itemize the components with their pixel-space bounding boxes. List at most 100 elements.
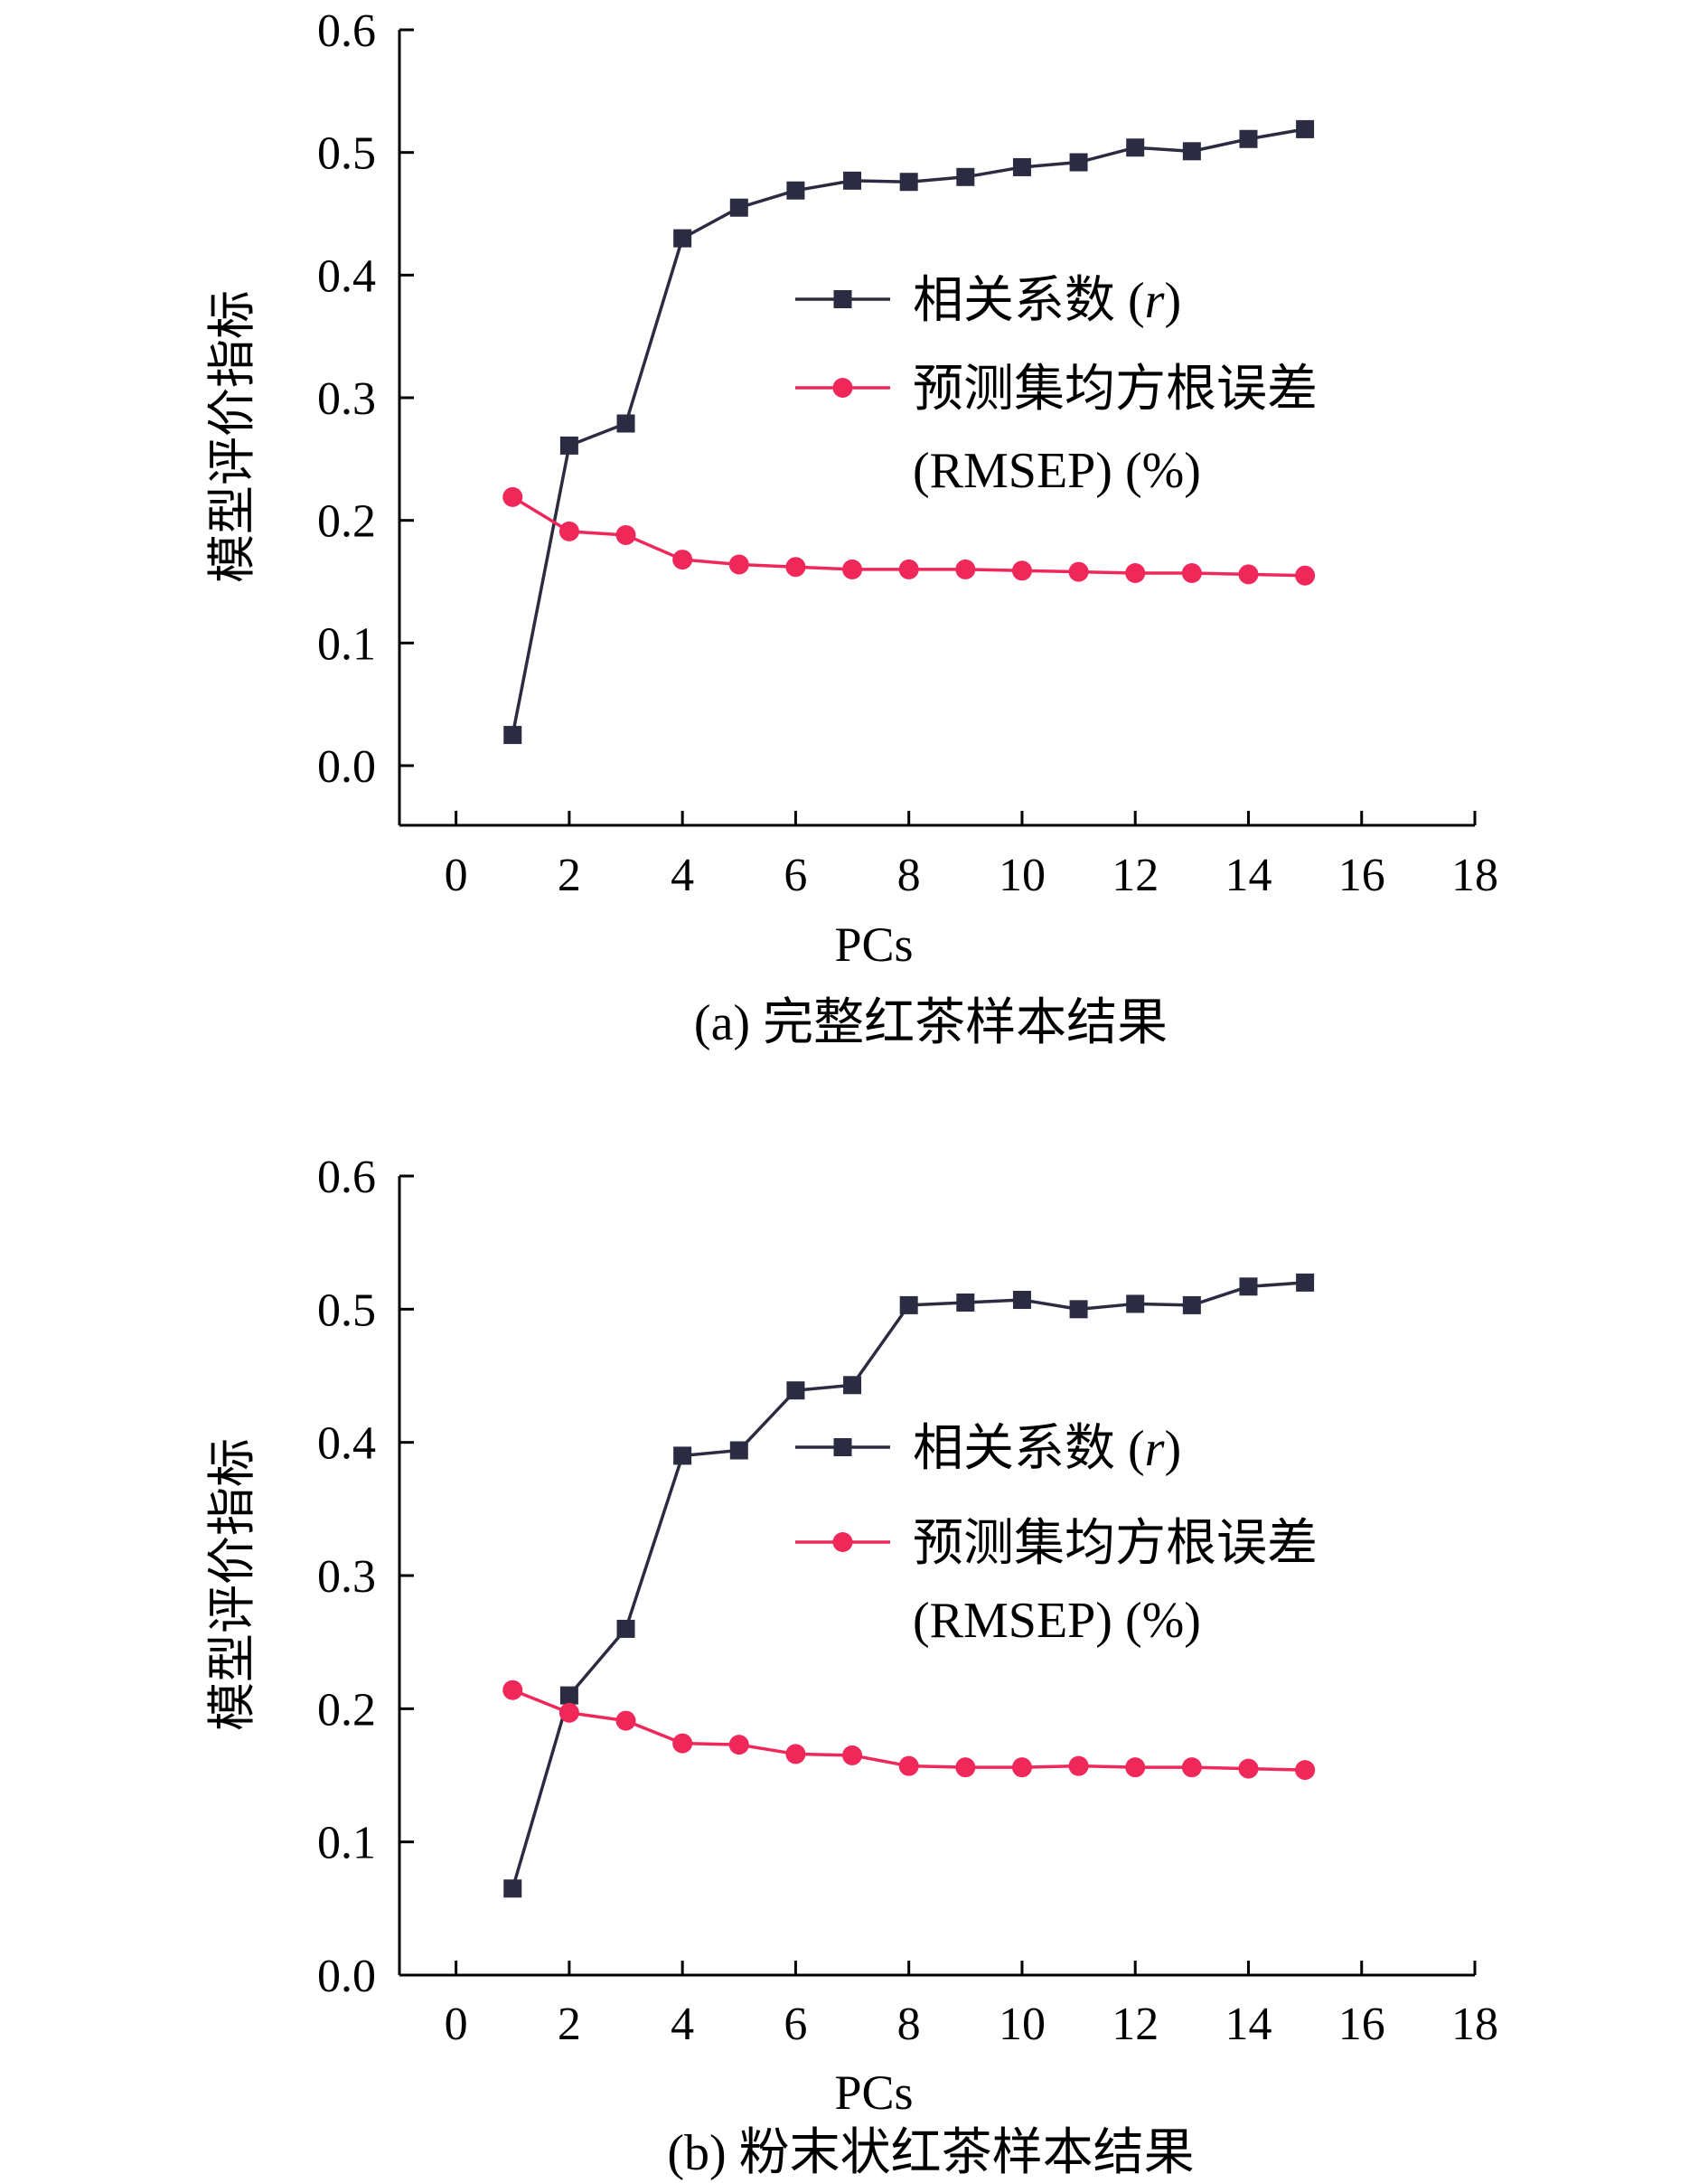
series-r-point — [616, 414, 635, 433]
y-tick-label: 0.1 — [317, 1818, 376, 1869]
series-rmsep-point — [1068, 561, 1089, 582]
series-r-point — [673, 1446, 692, 1465]
series-r-point — [899, 173, 918, 192]
series-r-point — [843, 171, 862, 190]
y-axis-title: 模型评价指标 — [205, 290, 259, 583]
x-tick-label: 4 — [671, 850, 694, 901]
series-rmsep-point — [1238, 564, 1259, 585]
series-rmsep-point — [1181, 563, 1202, 584]
series-r-point — [1012, 157, 1031, 176]
legend-r-marker — [833, 1438, 852, 1456]
series-r-point — [503, 726, 522, 745]
series-rmsep-point — [615, 524, 636, 545]
y-tick-label: 0.6 — [317, 1152, 376, 1203]
series-rmsep-point — [615, 1710, 636, 1731]
x-tick-label: 6 — [784, 850, 807, 901]
y-tick-label: 0.3 — [317, 1551, 376, 1603]
series-rmsep-point — [672, 1733, 693, 1754]
x-axis-title: PCs — [834, 917, 913, 972]
y-tick-label: 0.0 — [317, 741, 376, 793]
y-axis-title: 模型评价指标 — [205, 1438, 259, 1731]
y-tick-label: 0.1 — [317, 618, 376, 670]
legend-rmsep-label: 预测集均方根误差 — [913, 362, 1318, 418]
series-r-point — [843, 1376, 862, 1395]
series-rmsep-point — [785, 1744, 806, 1764]
series-rmsep-point — [842, 559, 863, 579]
y-tick-label: 0.3 — [317, 373, 376, 425]
legend-rmsep-marker — [832, 1532, 853, 1552]
series-r-point — [503, 1879, 522, 1898]
series-rmsep-point — [1181, 1757, 1202, 1778]
y-tick-label: 0.5 — [317, 1284, 376, 1336]
series-rmsep-point — [502, 1680, 523, 1700]
x-tick-label: 4 — [671, 1999, 694, 2050]
series-r-point — [1126, 1294, 1145, 1313]
series-rmsep-point — [1011, 1757, 1032, 1778]
series-r-point — [1296, 1273, 1315, 1292]
y-tick-label: 0.0 — [317, 1951, 376, 2002]
series-r-point — [1012, 1291, 1031, 1310]
x-tick-label: 8 — [897, 1999, 921, 2050]
x-tick-label: 18 — [1451, 1999, 1498, 2050]
legend-rmsep-marker — [832, 378, 853, 398]
x-tick-label: 8 — [897, 850, 921, 901]
y-tick-label: 0.4 — [317, 250, 376, 302]
x-tick-label: 2 — [558, 850, 581, 901]
series-r-point — [1182, 142, 1201, 161]
series-rmsep-point — [728, 554, 749, 575]
series-r-point — [729, 1441, 748, 1460]
chart-b: 0.0 0.1 0.2 0.3 0.4 0.5 0.6 0 2 4 6 8 10 12 14 16 18 PCs 模… — [205, 1152, 1498, 2181]
x-tick-label: 14 — [1225, 1999, 1272, 2050]
series-r-point — [1069, 153, 1088, 172]
series-r-point — [729, 198, 748, 217]
series-r-point — [786, 181, 805, 200]
series-rmsep-point — [898, 559, 919, 579]
series-r-point — [673, 229, 692, 248]
series-r-point — [616, 1619, 635, 1638]
series-rmsep-point — [1125, 1757, 1146, 1778]
series-r-point — [956, 167, 975, 186]
series-rmsep-point — [898, 1755, 919, 1776]
series-rmsep-point — [785, 557, 806, 578]
series-rmsep-point — [672, 550, 693, 570]
x-tick-label: 0 — [445, 850, 468, 901]
series-rmsep-point — [502, 486, 523, 507]
series-rmsep-point — [728, 1735, 749, 1755]
y-tick-label: 0.2 — [317, 496, 376, 548]
series-rmsep-point — [558, 1702, 579, 1723]
series-r-point — [786, 1381, 805, 1400]
series-rmsep-point — [955, 1757, 976, 1778]
series-rmsep-point — [1125, 563, 1146, 584]
series-rmsep-point — [558, 521, 579, 541]
x-tick-label: 2 — [558, 1999, 581, 2050]
series-rmsep-point — [955, 559, 976, 579]
series-rmsep-point — [1295, 1760, 1316, 1781]
legend-rmsep-label-line2: (RMSEP) (%) — [913, 443, 1201, 499]
x-tick-label: 0 — [445, 1999, 468, 2050]
series-r-point — [899, 1295, 918, 1314]
series-rmsep-point — [1238, 1758, 1259, 1779]
y-tick-label: 0.5 — [317, 128, 376, 180]
x-tick-label: 6 — [784, 1999, 807, 2050]
x-tick-label: 10 — [999, 1999, 1046, 2050]
x-tick-label: 18 — [1451, 850, 1498, 901]
legend-r-label: 相关系数 (r) — [913, 1421, 1181, 1477]
series-r-line — [511, 1281, 1306, 1889]
series-r-point — [1239, 129, 1258, 148]
series-rmsep-point — [842, 1745, 863, 1765]
y-tick-label: 0.6 — [317, 5, 376, 57]
series-r-point — [559, 436, 578, 455]
x-tick-label: 12 — [1112, 850, 1159, 901]
series-rmsep-point — [1011, 560, 1032, 581]
series-r-point — [1239, 1277, 1258, 1296]
series-r-point — [559, 1686, 578, 1705]
chart-a: 0.0 0.1 0.2 0.3 0.4 0.5 0.6 0 2 4 6 8 10 12 14 16 18 PCs 模… — [205, 5, 1498, 1051]
chart-caption: (a) 完整红茶样本结果 — [694, 995, 1168, 1051]
series-rmsep-point — [1068, 1755, 1089, 1776]
series-r-point — [1069, 1300, 1088, 1319]
legend-r-label: 相关系数 (r) — [913, 273, 1181, 329]
legend-rmsep-label: 预测集均方根误差 — [913, 1516, 1318, 1572]
series-r-point — [1296, 119, 1315, 138]
series-r-point — [1182, 1295, 1201, 1314]
